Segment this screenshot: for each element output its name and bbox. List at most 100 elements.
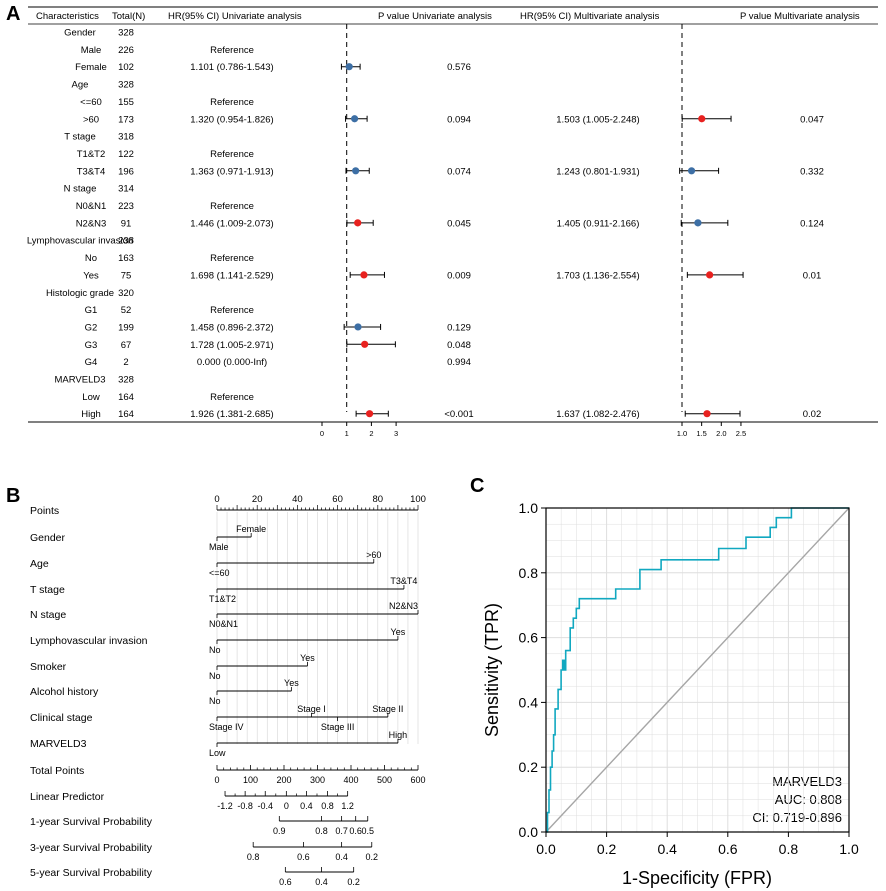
nomogram-scale-tick-label: 300 [310, 775, 325, 785]
roc-y-tick-label: 0.4 [519, 694, 539, 710]
row-multi-hr: 1.637 (1.082-2.476) [556, 409, 639, 420]
row-total: 226 [118, 45, 134, 56]
nomogram-level-above: Female [236, 524, 266, 534]
row-uni-hr: Reference [210, 305, 254, 316]
uni-hr-point [345, 63, 353, 71]
nomogram-scale-tick-label: 0 [214, 775, 219, 785]
row-label: No [85, 253, 97, 264]
nomogram-row-label: Gender [30, 532, 66, 544]
nomogram-row-label: T stage [30, 584, 65, 596]
row-uni-p: 0.048 [447, 340, 471, 351]
row-total: 196 [118, 166, 134, 177]
nomogram-scale-tick-label: 0.2 [347, 877, 360, 887]
roc-y-tick-label: 1.0 [519, 500, 539, 516]
row-total: 328 [118, 375, 134, 386]
row-multi-p: 0.01 [803, 270, 822, 281]
nomogram-level-below: No [209, 645, 221, 655]
nomogram-level-below: No [209, 671, 221, 681]
nomogram-scale-tick-label: 0.8 [321, 801, 334, 811]
row-label: <=60 [80, 97, 102, 108]
roc-chart: Sensitivity (TPR) 1-Specificity (FPR) MA… [482, 500, 859, 888]
row-label: Age [72, 80, 89, 91]
nomogram-scale-tick-label: 0.4 [315, 877, 328, 887]
nomogram-level-below: No [209, 696, 221, 706]
uni-axis-tick-label: 2 [369, 429, 373, 438]
row-multi-p: 0.124 [800, 218, 824, 229]
header-uni-hr: HR(95% CI) Univariate analysis [168, 11, 302, 22]
nomogram-scale-tick-label: 0.6 [279, 877, 292, 887]
nomogram-scale-tick-label: 1.2 [341, 801, 354, 811]
row-multi-p: 0.02 [803, 409, 822, 420]
row-uni-hr: 1.363 (0.971-1.913) [190, 166, 273, 177]
multi-hr-point [687, 167, 696, 175]
row-total: 75 [121, 270, 132, 281]
nomogram-level-below: N0&N1 [209, 619, 238, 629]
nomogram-row-label: MARVELD3 [30, 738, 87, 750]
roc-x-axis-label: 1-Specificity (FPR) [622, 868, 772, 888]
row-total: 2 [123, 357, 128, 368]
row-label: >60 [83, 114, 99, 125]
row-uni-hr: Reference [210, 201, 254, 212]
nomogram-scale-tick-label: 600 [410, 775, 425, 785]
nomogram-scale-tick-label: 0.9 [273, 826, 286, 836]
multi-axis-tick-label: 1.0 [677, 429, 687, 438]
uni-hr-point [354, 219, 362, 227]
roc-legend-ci: CI: 0.719-0.896 [752, 810, 842, 825]
uni-axis-tick-label: 0 [320, 429, 324, 438]
row-label: G4 [85, 357, 98, 368]
panel-label-c: C [470, 475, 484, 497]
row-label: MARVELD3 [54, 375, 105, 386]
nomogram-scale-tick-label: 0.5 [361, 826, 374, 836]
row-total: 52 [121, 305, 132, 316]
nomogram-row-label: Total Points [30, 765, 84, 777]
points-tick-label: 100 [410, 494, 426, 505]
row-multi-p: 0.332 [800, 166, 824, 177]
row-uni-p: 0.074 [447, 166, 471, 177]
nomogram-scale-tick-label: 0 [284, 801, 289, 811]
row-label: Histologic grade [46, 288, 114, 299]
forest-plot: Characteristics Total(N) HR(95% CI) Univ… [27, 6, 878, 438]
header-characteristics: Characteristics [36, 11, 99, 22]
roc-y-tick-label: 0.6 [519, 630, 539, 646]
nomogram-scale-tick-label: -1.2 [217, 801, 233, 811]
row-uni-hr: Reference [210, 149, 254, 160]
row-uni-hr: Reference [210, 97, 254, 108]
roc-y-tick-label: 0.2 [519, 759, 539, 775]
nomogram-level-below: Stage IV [209, 722, 244, 732]
row-total: 67 [121, 340, 132, 351]
nomogram-level-below: Male [209, 542, 229, 552]
nomogram-row-label: Smoker [30, 661, 67, 673]
nomogram-scale-tick-label: 0.6 [349, 826, 362, 836]
row-label: Low [82, 392, 100, 403]
uni-hr-point [360, 271, 368, 279]
nomogram-row-label: Clinical stage [30, 712, 93, 724]
nomogram-row-label: Alcohol history [30, 686, 99, 698]
points-tick-label: 20 [252, 494, 263, 505]
row-uni-hr: 1.458 (0.896-2.372) [190, 322, 273, 333]
roc-legend-label: MARVELD3 [772, 774, 842, 789]
nomogram-row-label: Points [30, 505, 59, 517]
nomogram-scale-tick-label: 0.4 [335, 852, 348, 862]
nomogram-level-above: N2&N3 [389, 601, 418, 611]
row-uni-hr: 1.926 (1.381-2.685) [190, 409, 273, 420]
nomogram-row-label: Age [30, 558, 49, 570]
nomogram-scale-tick-label: 100 [243, 775, 258, 785]
nomogram-scale-tick-label: 0.4 [300, 801, 313, 811]
row-uni-hr: 1.698 (1.141-2.529) [190, 270, 273, 281]
nomogram-row-label: Linear Predictor [30, 791, 105, 803]
points-tick-label: 0 [214, 494, 219, 505]
panel-label-a: A [6, 3, 20, 25]
roc-plot-border [545, 507, 850, 833]
row-total: 320 [118, 288, 134, 299]
row-label: N2&N3 [76, 218, 107, 229]
points-tick-label: 80 [373, 494, 384, 505]
row-total: 164 [118, 392, 134, 403]
row-multi-p: 0.047 [800, 114, 824, 125]
roc-x-tick-label: 0.2 [597, 841, 617, 857]
roc-curve-line [546, 507, 849, 833]
row-uni-p: 0.129 [447, 322, 471, 333]
row-label: Male [81, 45, 102, 56]
row-label: G3 [85, 340, 98, 351]
row-label: High [81, 409, 101, 420]
nomogram-level-above: Yes [284, 678, 299, 688]
